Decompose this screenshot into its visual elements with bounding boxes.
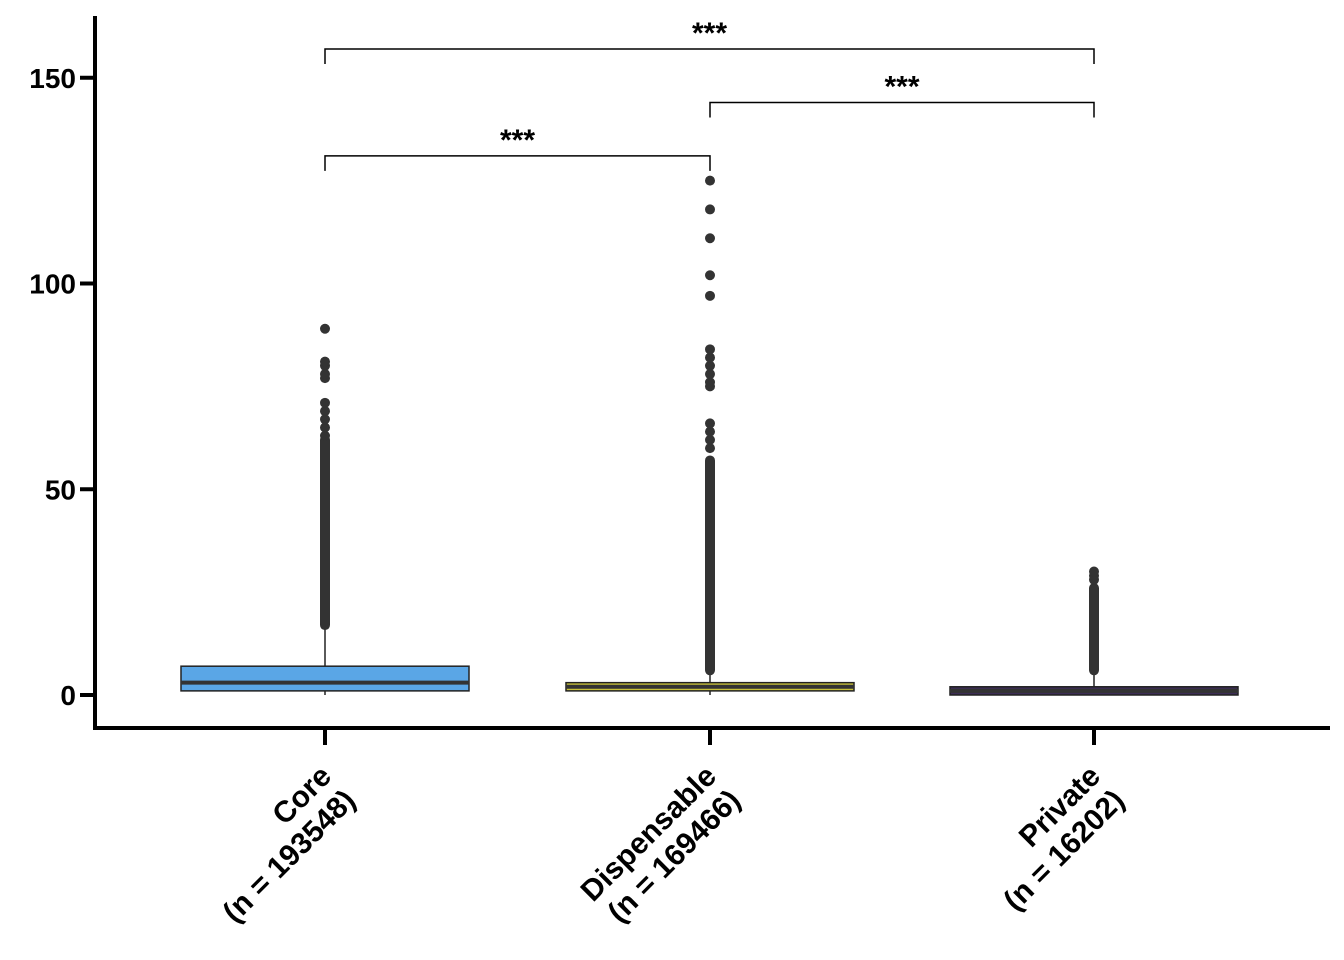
outlier-point-0-2 [320,414,330,425]
outlier-point-1-12 [705,233,715,244]
x-category-label-0: Core(n = 193548) [193,760,362,929]
significance-label-0: *** [500,124,535,157]
outlier-point-1-10 [705,290,715,301]
outlier-point-1-9 [705,344,715,355]
outlier-point-0-0 [320,430,330,441]
outlier-point-0-8 [320,356,330,367]
outlier-point-2-2 [1089,566,1099,577]
outlier-point-1-2 [705,426,715,437]
x-category-label-2: Private(n = 16202) [973,760,1131,918]
outlier-point-1-1 [705,434,715,445]
outlier-point-0-6 [320,369,330,380]
x-category-label-1: Dispensable(n = 169466) [575,760,747,932]
outlier-point-1-5 [705,377,715,388]
box-rect-0 [180,665,470,692]
significance-bracket-2 [324,48,1095,64]
outlier-point-0-3 [320,406,330,417]
outlier-point-0-4 [320,397,330,408]
box-core [180,323,470,695]
y-tick-label-150: 150 [29,63,76,94]
significance-bracket-0 [324,155,711,171]
significance-layer: *** *** *** [324,17,1095,171]
axis-layer: 0 50 100 150 Core(n = 193548) Dispensable(n =… [29,16,1330,932]
outlier-point-1-13 [705,204,715,215]
significance-label-1: *** [884,70,919,103]
outlier-point-1-7 [705,360,715,371]
outlier-point-1-8 [705,352,715,363]
outlier-point-1-6 [705,369,715,380]
box-layer [180,175,1239,696]
box-private [949,566,1239,696]
y-tick-label-0: 0 [60,680,76,711]
y-tick-label-100: 100 [29,269,76,300]
significance-bracket-1 [709,101,1095,118]
box-dispensable [565,175,855,695]
significance-label-2: *** [692,17,727,50]
outlier-point-1-11 [705,270,715,281]
outlier-point-0-1 [320,422,330,433]
outlier-point-0-9 [320,323,330,334]
outlier-point-1-0 [705,443,715,454]
outlier-point-1-14 [705,175,715,186]
y-tick-label-50: 50 [45,474,76,505]
outlier-point-1-3 [705,418,715,429]
